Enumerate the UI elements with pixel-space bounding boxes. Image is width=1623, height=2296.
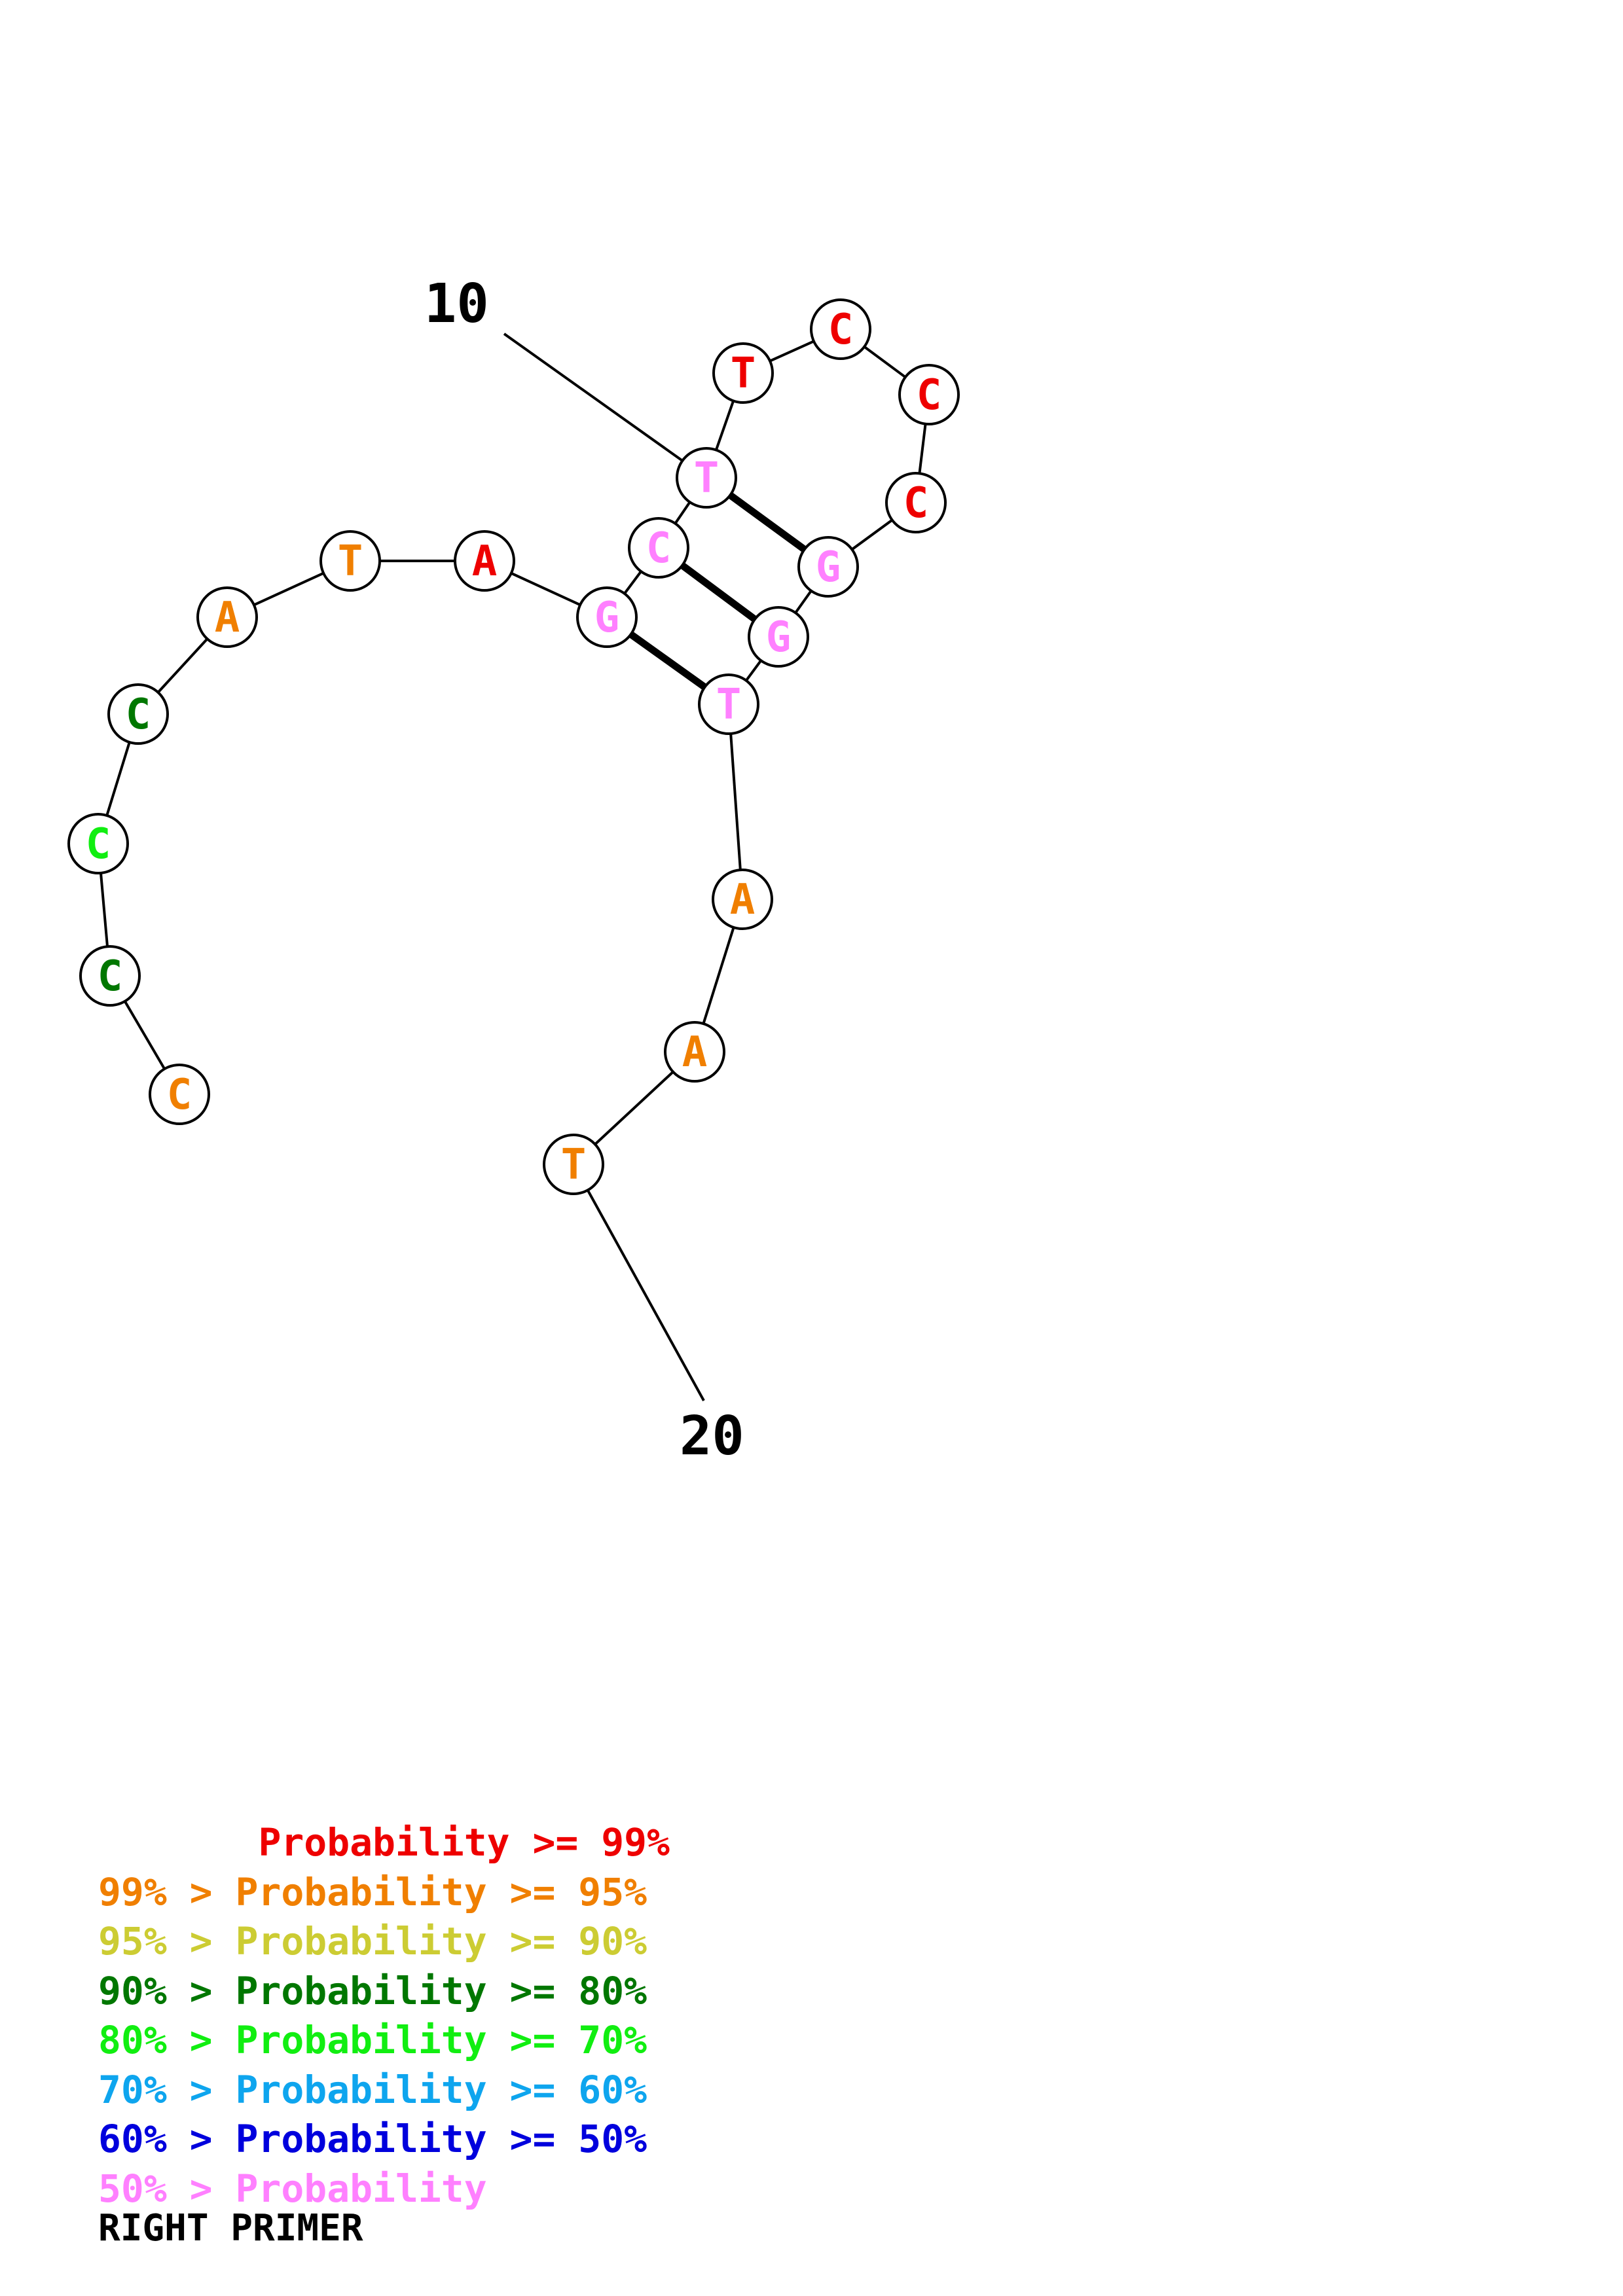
nucleotide-circle (79, 945, 141, 1007)
nucleotide-letter: C (98, 952, 123, 1001)
nucleotide: T (319, 530, 381, 592)
position-tick (503, 332, 708, 479)
nucleotide: C (107, 683, 169, 745)
nucleotide-letter: C (126, 691, 151, 739)
nucleotide: A (454, 530, 515, 592)
nucleotide: T (712, 342, 774, 404)
nucleotide-letter: G (816, 543, 841, 592)
legend-text: Probability (235, 2166, 487, 2211)
nucleotide-circle (712, 869, 773, 930)
nucleotide-letter: C (167, 1071, 192, 1119)
position-tick (572, 1164, 705, 1401)
nucleotide-letter: G (594, 594, 620, 642)
nucleotide-letter: C (917, 371, 942, 420)
nucleotide-circle (67, 813, 129, 874)
nucleotide: G (576, 586, 638, 648)
legend-row: 60% > Probability >= 50% (98, 2115, 670, 2164)
nucleotide-letter: T (338, 537, 363, 586)
legend-row: 80% > Probability >= 70% (98, 2016, 670, 2066)
nucleotide-letter: A (730, 876, 756, 924)
legend-row: Probability >= 99% (98, 1818, 670, 1868)
legend-text: Probability >= 80% (235, 1968, 647, 2013)
nucleotide-circle (712, 342, 774, 404)
nucleotide-circle (628, 517, 689, 579)
nucleotide-letter: A (472, 537, 498, 586)
nucleotide-circle (664, 1021, 725, 1083)
nucleotide-letter: T (561, 1141, 587, 1189)
legend-prefix: 50% > (98, 2166, 236, 2211)
nucleotide: G (797, 536, 859, 598)
position-ticks (503, 332, 708, 1401)
nucleotide: A (664, 1021, 725, 1083)
nucleotide-letter: T (731, 350, 756, 398)
legend-prefix: 80% > (98, 2018, 236, 2062)
primer-label: RIGHT PRIMER (98, 2207, 363, 2250)
legend-text: Probability >= 50% (235, 2117, 647, 2161)
position-label: 10 (424, 273, 489, 335)
nucleotide: G (748, 606, 809, 668)
nucleotide: T (543, 1134, 604, 1195)
nucleotide-circle (319, 530, 381, 592)
nucleotide: C (885, 472, 947, 533)
nucleotide-letter: T (716, 681, 742, 729)
nucleotide-letter: C (903, 479, 929, 528)
nucleotide-letter: G (766, 613, 792, 662)
legend-text: Probability >= 90% (235, 1919, 647, 1964)
nucleotide-circle (196, 586, 258, 648)
nucleotide-letter: C (646, 524, 672, 573)
legend-prefix: 99% > (98, 1869, 236, 1914)
backbone (97, 328, 930, 1166)
legend-row: 90% > Probability >= 80% (98, 1967, 670, 2017)
nucleotide: C (628, 517, 689, 579)
legend-row: 70% > Probability >= 60% (98, 2066, 670, 2115)
position-labels: 10 20 (424, 273, 744, 1467)
nucleotide-circle (576, 586, 638, 648)
nucleotide-circle (454, 530, 515, 592)
nucleotide: C (810, 298, 871, 360)
legend-prefix: 60% > (98, 2117, 236, 2161)
nucleotide-circle (543, 1134, 604, 1195)
nucleotide-circle (748, 606, 809, 668)
nucleotide: A (196, 586, 258, 648)
nucleotide-letter: A (215, 594, 240, 642)
nucleotide-letter: A (682, 1028, 708, 1077)
nucleotide: C (79, 945, 141, 1007)
nucleotide-circle (797, 536, 859, 598)
nucleotide-letter: T (694, 454, 720, 503)
nucleotide-letter: C (86, 820, 111, 869)
nucleotide: T (676, 447, 737, 509)
legend-prefix (98, 1820, 258, 1865)
legend-row: 95% > Probability >= 90% (98, 1917, 670, 1967)
nucleotide-circle (676, 447, 737, 509)
legend-text: Probability >= 70% (235, 2018, 647, 2062)
nucleotide: C (898, 364, 960, 425)
nucleotide-circle (898, 364, 960, 425)
position-label: 20 (680, 1405, 744, 1467)
nucleotide-circle (107, 683, 169, 745)
nucleotide: C (149, 1064, 210, 1125)
nucleotide-circle (698, 673, 759, 735)
nucleotide: A (712, 869, 773, 930)
legend-prefix: 70% > (98, 2067, 236, 2112)
nucleotide-circle (149, 1064, 210, 1125)
nucleotide: T (698, 673, 759, 735)
legend-text: Probability >= 60% (235, 2067, 647, 2112)
nucleotide-circle (810, 298, 871, 360)
nucleotide-circle (885, 472, 947, 533)
nucleotide-letter: C (828, 306, 854, 354)
legend-prefix: 90% > (98, 1968, 236, 2013)
base-pair-bonds (604, 475, 831, 708)
nucleotide: C (67, 813, 129, 874)
legend-text: Probability >= 99% (258, 1820, 670, 1865)
legend-text: Probability >= 95% (235, 1869, 647, 1914)
backbone-segment (727, 704, 744, 900)
probability-legend: Probability >= 99% 99% > Probability >= 9… (98, 1818, 670, 2214)
legend-prefix: 95% > (98, 1919, 236, 1964)
legend-row: 99% > Probability >= 95% (98, 1868, 670, 1918)
legend-row: 50% > Probability (98, 2164, 670, 2214)
